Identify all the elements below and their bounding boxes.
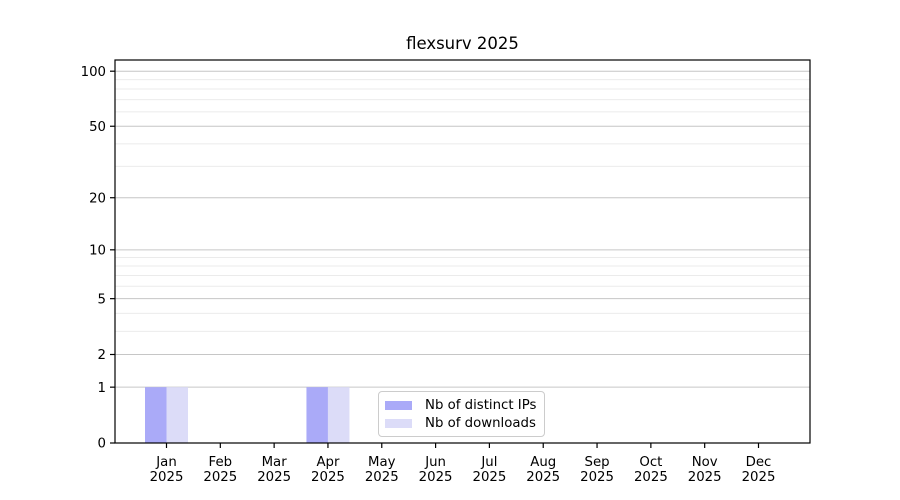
y-tick-label-0: 0 [98, 437, 106, 452]
y-tick-label-20: 20 [89, 191, 106, 206]
legend-swatch-distinct-ips [385, 400, 412, 410]
x-tick-label-year-nov: 2025 [688, 470, 722, 485]
x-tick-label-year-jul: 2025 [472, 470, 506, 485]
legend-entry-downloads: Nb of downloads [385, 414, 536, 432]
y-tick-label-5: 5 [98, 292, 106, 307]
chart-title: flexsurv 2025 [406, 34, 519, 53]
x-tick-label-month-jan: Jan [155, 455, 177, 470]
x-tick-label-year-oct: 2025 [634, 470, 668, 485]
x-tick-label-month-may: May [368, 455, 396, 470]
x-tick-label-year-jan: 2025 [150, 470, 184, 485]
x-tick-label-year-may: 2025 [365, 470, 399, 485]
x-tick-label-year-jun: 2025 [419, 470, 453, 485]
y-tick-label-10: 10 [89, 244, 106, 259]
legend-swatch-downloads [385, 418, 412, 428]
x-tick-label-month-nov: Nov [692, 455, 718, 470]
y-tick-label-100: 100 [81, 65, 106, 80]
x-tick-label-year-sep: 2025 [580, 470, 614, 485]
x-tick-label-month-feb: Feb [209, 455, 233, 470]
bar-distinct-ips-apr [306, 387, 328, 443]
bar-downloads-apr [327, 387, 350, 443]
x-tick-label-month-jun: Jun [424, 455, 446, 470]
bar-distinct-ips-jan [145, 387, 167, 443]
x-tick-label-month-dec: Dec [746, 455, 772, 470]
x-tick-label-year-apr: 2025 [311, 470, 345, 485]
legend-label-distinct-ips: Nb of distinct IPs [425, 397, 537, 413]
x-tick-label-year-aug: 2025 [526, 470, 560, 485]
x-tick-label-year-dec: 2025 [742, 470, 776, 485]
y-tick-label-50: 50 [89, 120, 106, 135]
bar-downloads-jan [166, 387, 188, 443]
x-tick-label-month-sep: Sep [585, 455, 610, 470]
y-tick-label-1: 1 [98, 381, 106, 396]
x-tick-label-month-jul: Jul [480, 455, 497, 470]
legend: Nb of distinct IPs Nb of downloads [378, 391, 546, 437]
x-tick-label-month-apr: Apr [316, 455, 340, 470]
legend-label-downloads: Nb of downloads [425, 415, 536, 431]
x-tick-label-year-mar: 2025 [257, 470, 291, 485]
plot-border [114, 59, 811, 444]
x-tick-label-month-oct: Oct [639, 455, 662, 470]
x-tick-label-month-aug: Aug [530, 455, 556, 470]
y-tick-label-2: 2 [98, 348, 106, 363]
x-tick-label-year-feb: 2025 [203, 470, 237, 485]
legend-entry-distinct-ips: Nb of distinct IPs [385, 396, 536, 414]
x-tick-label-month-mar: Mar [262, 455, 288, 470]
